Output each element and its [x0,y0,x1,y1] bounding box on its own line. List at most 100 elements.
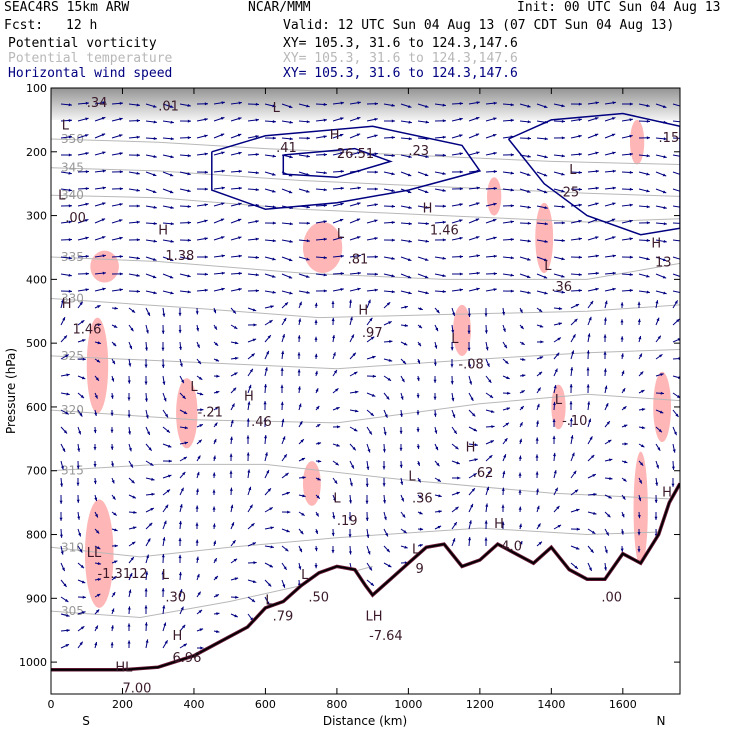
wind-arrow-head [272,239,276,243]
wind-arrow [655,103,667,109]
wind-arrow-head [96,593,101,597]
wind-arrow [570,152,583,156]
wind-arrow-head [544,239,548,243]
wind-arrow-head [336,407,340,410]
wind-arrow-head [452,538,456,542]
wind-arrow-head [152,190,157,193]
wind-arrow [230,403,235,411]
wind-arrow-head [62,317,66,321]
wind-arrow-head [569,418,573,422]
wind-arrow [365,494,369,504]
wind-arrow [570,367,574,377]
wind-arrow [518,455,522,462]
wind-arrow-head [283,454,287,458]
wind-arrow-head [518,506,522,510]
wind-arrow-head [510,204,514,208]
wind-arrow [468,116,480,122]
wind-arrow-head [417,342,421,347]
wind-arrow-head [97,305,101,309]
y-tick-label: 1000 [19,656,47,669]
wind-arrow [60,103,72,107]
wind-arrow-head [450,347,454,351]
wind-arrow-head [77,448,81,452]
wind-arrow-head [234,372,238,376]
wind-arrow-head [436,462,440,467]
wind-arrow-head [230,419,234,424]
wind-arrow [230,324,238,330]
pv-shading-layer [84,119,672,608]
wind-arrow [162,459,172,463]
wind-arrow-head [403,342,408,346]
wind-arrow-head [178,537,182,542]
wind-arrow [315,273,327,277]
wind-arrow [468,536,471,547]
wind-arrow [196,609,203,615]
wind-arrow-head [66,614,70,617]
wind-arrow-head [68,135,72,139]
wind-arrow-head [578,255,582,259]
wind-arrow-head [301,458,306,461]
wind-arrow-head [557,337,561,341]
wind-arrow-head [348,517,352,521]
wind-arrow [416,426,420,433]
wind-arrow [179,103,191,107]
wind-arrow [332,117,344,122]
theta-contour-350 [51,138,680,165]
wind-arrow [349,390,359,394]
wind-arrow-head [590,549,594,553]
wind-arrow [111,608,115,615]
wind-arrow-head [399,464,403,469]
wind-arrow [417,256,429,261]
wind-arrow-head [655,482,659,486]
wind-arrow-head [85,170,89,174]
wind-arrow-head [629,170,633,174]
wind-arrow-head [455,506,459,510]
wind-arrow [502,289,515,293]
wind-arrow-head [519,309,523,313]
wind-arrow-head [68,256,72,260]
wind-arrow-head [578,134,582,138]
wind-arrow-head [502,311,506,316]
wind-arrow-head [680,190,683,193]
wind-arrow [366,460,370,470]
wind-arrow [485,486,490,496]
wind-arrow [349,352,357,360]
wind-arrow-head [401,378,405,383]
wind-arrow [111,272,124,276]
wind-arrow-head [255,171,259,175]
wind-arrow-head [306,172,310,176]
y-tick-label: 500 [26,337,47,350]
wind-arrow [638,426,646,430]
wind-arrow [400,103,412,108]
wind-arrow [111,341,117,347]
wind-arrow-head [161,588,165,592]
wind-arrow-head [113,512,117,516]
wind-arrow-head [374,203,378,207]
wind-arrow [604,385,608,394]
wind-arrow-head [111,378,115,382]
wind-arrow [196,392,204,396]
wind-arrow-head [374,219,378,223]
wind-arrow [281,120,293,124]
wind-arrow-head [612,101,616,105]
wind-arrow [638,371,644,377]
wind-arrow-head [578,187,582,191]
wind-arrow-head [288,275,293,279]
wind-arrow-head [199,424,203,428]
legend-theta-xy: XY= 105.3, 31.6 to 124.3,147.6 [283,51,518,66]
wind-arrow-head [612,202,616,206]
wind-arrow [604,528,610,536]
wind-arrow [553,452,556,462]
wind-arrow-head [269,564,273,568]
wind-arrow [76,477,80,486]
wind-arrow [587,202,599,207]
wind-arrow-head [491,425,495,429]
wind-arrow-head [527,136,531,140]
wind-arrow-head [476,271,480,275]
wind-arrow [638,273,650,278]
wind-arrow-head [489,455,493,459]
wind-arrow-head [510,171,514,175]
wind-arrow-head [204,237,208,241]
y-tick-label: 400 [26,273,47,286]
wind-arrow [229,470,233,479]
